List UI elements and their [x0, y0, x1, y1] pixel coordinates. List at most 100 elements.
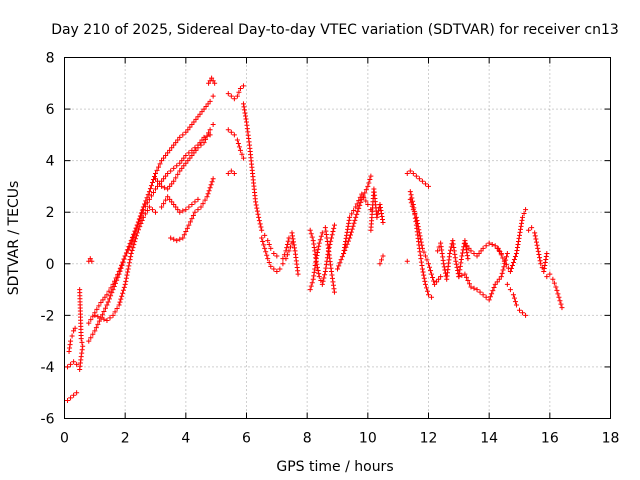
data-point — [79, 350, 85, 356]
data-point — [195, 114, 201, 120]
data-point — [268, 245, 274, 251]
data-point — [544, 274, 550, 280]
data-point — [210, 78, 216, 84]
y-tick-label: -2 — [41, 308, 55, 324]
data-point — [452, 251, 458, 257]
data-point — [139, 217, 145, 223]
data-point — [544, 250, 550, 256]
data-point — [146, 196, 152, 202]
data-point — [187, 219, 193, 225]
data-point — [483, 294, 489, 300]
data-point — [380, 220, 386, 226]
data-point — [205, 101, 211, 107]
data-point — [290, 233, 296, 239]
data-point — [459, 250, 465, 256]
data-point — [500, 267, 506, 273]
data-point — [72, 325, 78, 331]
data-point — [159, 204, 165, 210]
data-point — [205, 191, 211, 197]
data-point — [127, 241, 133, 247]
data-point — [171, 142, 177, 148]
data-point — [189, 152, 195, 158]
data-point — [421, 275, 427, 281]
data-point — [265, 238, 271, 244]
data-point — [198, 204, 204, 210]
data-point — [512, 253, 518, 259]
data-point — [422, 278, 428, 284]
data-point — [410, 207, 416, 213]
data-point — [189, 216, 195, 222]
series-peak-11.5 — [404, 168, 431, 189]
data-point — [513, 302, 519, 308]
data-point — [146, 189, 152, 195]
data-point — [142, 211, 148, 217]
series-peak-4.9 — [206, 75, 218, 86]
data-point — [471, 285, 477, 291]
data-point — [507, 287, 513, 293]
data-point — [486, 297, 492, 303]
data-point — [555, 291, 561, 297]
data-point — [551, 280, 557, 286]
data-point — [322, 269, 328, 275]
data-point — [456, 270, 462, 276]
data-point — [204, 133, 210, 139]
data-point — [415, 221, 421, 227]
data-point — [67, 345, 73, 351]
data-point — [480, 292, 486, 298]
data-point — [380, 253, 386, 259]
data-point — [537, 255, 543, 261]
data-point — [324, 258, 330, 264]
series-near-10.5 — [368, 186, 386, 233]
data-point — [330, 279, 336, 285]
data-point — [207, 185, 213, 191]
data-point — [228, 129, 234, 135]
data-point — [464, 243, 470, 249]
data-point — [464, 250, 470, 256]
data-point — [161, 176, 167, 182]
series-track-c — [66, 325, 78, 354]
data-point — [558, 301, 564, 307]
data-point — [119, 293, 125, 299]
data-point — [322, 225, 328, 231]
data-point — [441, 261, 447, 267]
data-point — [74, 361, 80, 367]
data-point — [341, 247, 347, 253]
data-point — [331, 286, 337, 292]
data-point — [341, 250, 347, 256]
data-point — [309, 234, 315, 240]
data-point — [509, 263, 515, 269]
data-point — [307, 287, 313, 293]
data-point — [190, 212, 196, 218]
data-point — [236, 144, 242, 150]
data-point — [125, 247, 131, 253]
data-point — [543, 253, 549, 259]
data-point — [375, 211, 381, 217]
data-point — [69, 333, 75, 339]
data-point — [458, 260, 464, 266]
data-point — [254, 205, 260, 211]
data-point — [236, 89, 242, 95]
data-point — [127, 257, 133, 263]
x-tick-label: 2 — [121, 431, 130, 447]
data-point — [281, 252, 287, 258]
data-point — [68, 338, 74, 344]
data-point — [515, 241, 521, 247]
data-point — [510, 292, 516, 298]
data-point — [338, 257, 344, 263]
data-point — [504, 250, 510, 256]
data-point — [102, 305, 108, 311]
x-tick-label: 4 — [181, 431, 190, 447]
data-point — [465, 278, 471, 284]
data-point — [353, 204, 359, 210]
data-point — [140, 214, 146, 220]
data-point — [559, 305, 565, 311]
data-point — [128, 250, 134, 256]
data-point — [330, 282, 336, 288]
data-point — [463, 247, 469, 253]
data-point — [235, 140, 241, 146]
series-mid-loop — [159, 194, 201, 215]
data-point — [325, 248, 331, 254]
data-point — [102, 294, 108, 300]
data-point — [463, 274, 469, 280]
data-point — [171, 165, 177, 171]
